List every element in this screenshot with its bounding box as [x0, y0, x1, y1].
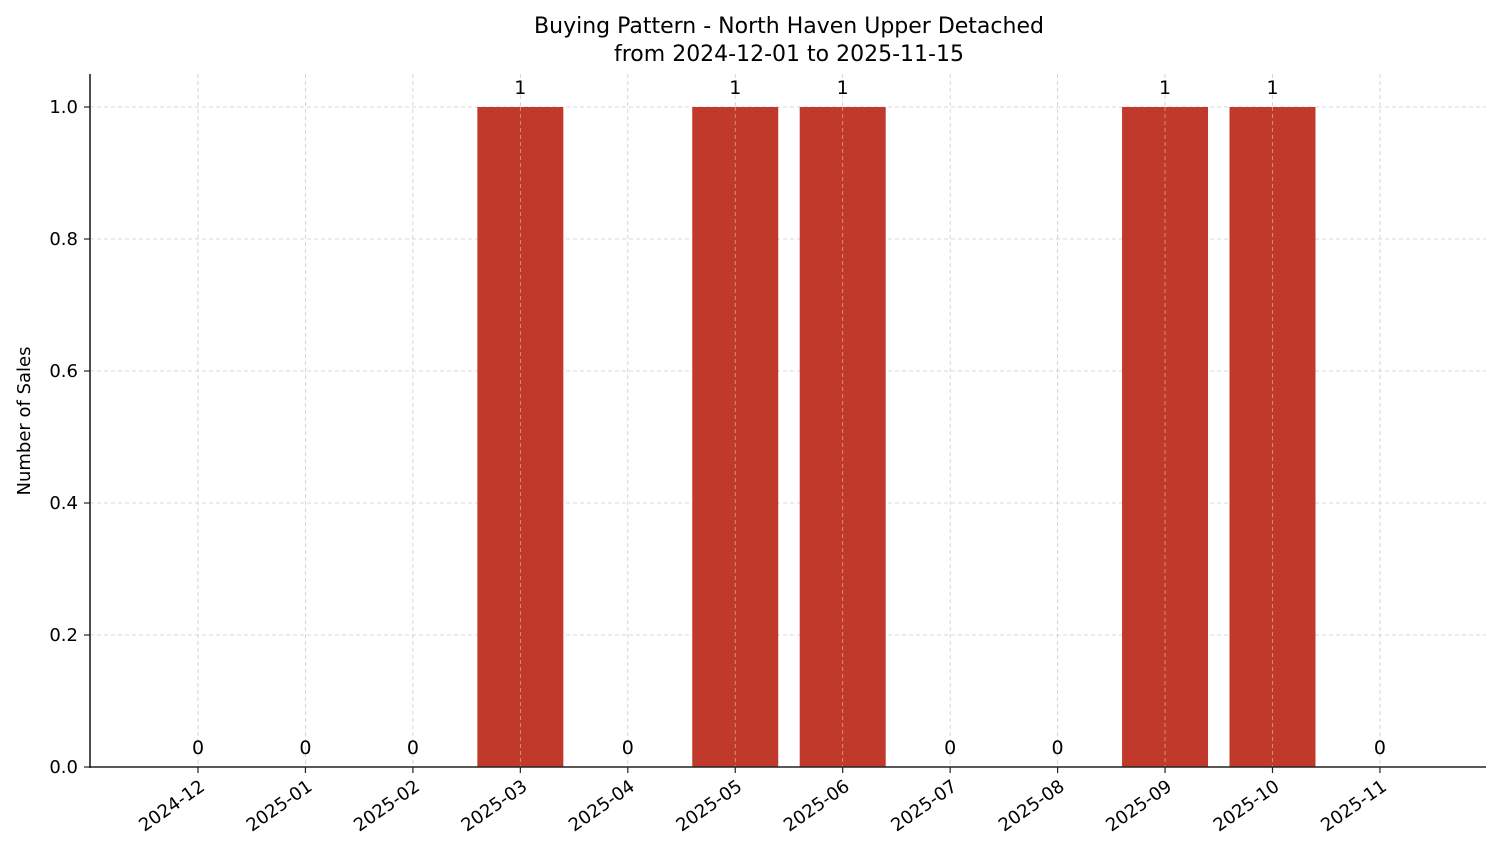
bar-value-label: 0 [944, 737, 956, 759]
chart-title: Buying Pattern - North Haven Upper Detac… [534, 14, 1044, 39]
bar-value-label: 1 [729, 77, 741, 99]
x-tick-label: 2025-03 [458, 776, 532, 836]
bar-value-label: 0 [192, 737, 204, 759]
bar-value-label: 1 [1266, 77, 1278, 99]
bar-value-label: 1 [1159, 77, 1171, 99]
bar-value-label: 0 [1374, 737, 1386, 759]
bar-value-label: 0 [622, 737, 634, 759]
y-tick-label: 0.8 [49, 229, 78, 250]
bar-value-label: 0 [1052, 737, 1064, 759]
bar-value-label: 0 [299, 737, 311, 759]
chart-subtitle: from 2024-12-01 to 2025-11-15 [614, 42, 964, 67]
x-tick-label: 2025-08 [995, 776, 1069, 836]
x-tick-label: 2025-02 [350, 776, 424, 836]
x-tick-label: 2025-11 [1317, 776, 1391, 836]
bar-value-label: 0 [407, 737, 419, 759]
y-tick-label: 0.0 [49, 757, 78, 778]
x-tick-label: 2025-01 [243, 776, 317, 836]
x-tick-label: 2025-06 [780, 776, 854, 836]
x-tick-label: 2025-04 [565, 776, 639, 836]
x-tick-label: 2025-05 [672, 776, 746, 836]
y-tick-label: 0.6 [49, 361, 78, 382]
y-axis-label: Number of Sales [14, 346, 35, 495]
y-tick-label: 1.0 [49, 97, 78, 118]
bar-value-label: 1 [514, 77, 526, 99]
y-tick-label: 0.4 [49, 493, 78, 514]
y-tick-label: 0.2 [49, 625, 78, 646]
bar-value-label: 1 [837, 77, 849, 99]
x-tick-label: 2025-10 [1210, 776, 1284, 836]
x-tick-label: 2025-09 [1102, 776, 1176, 836]
x-tick-label: 2025-07 [887, 776, 961, 836]
x-tick-label: 2024-12 [135, 776, 209, 836]
